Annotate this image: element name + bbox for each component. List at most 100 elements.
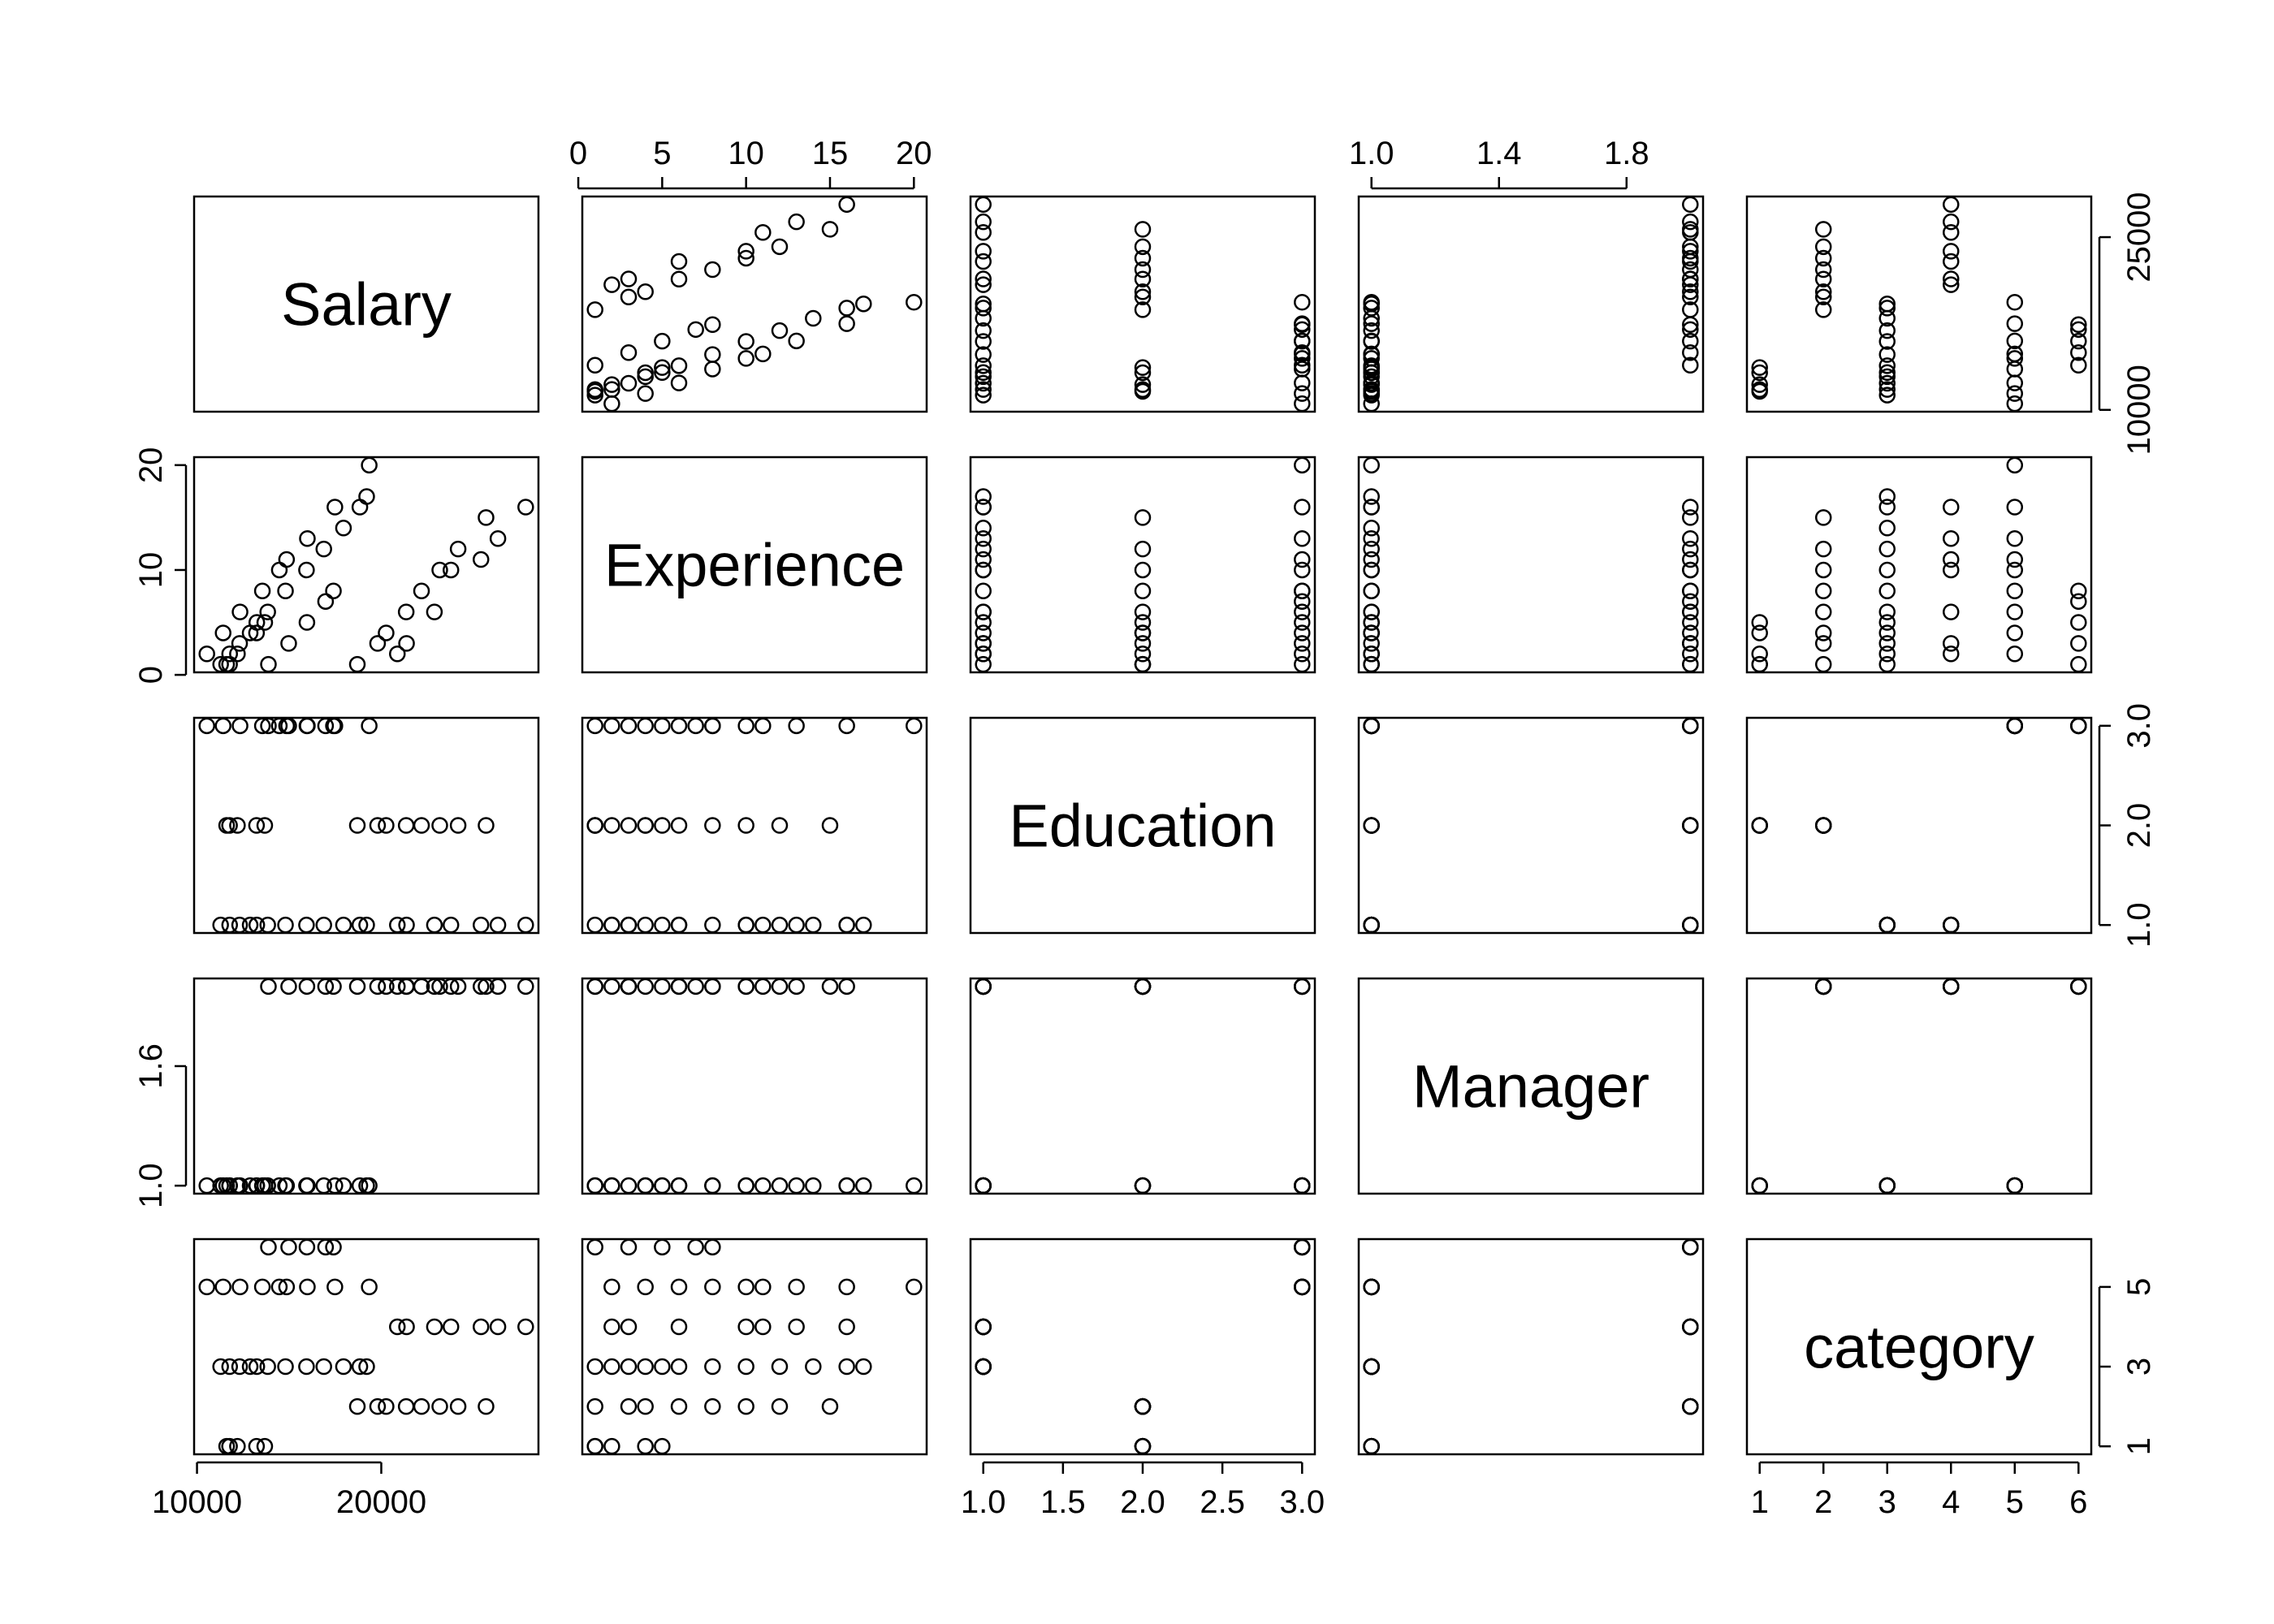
point [326, 499, 344, 516]
point [737, 1358, 754, 1376]
point [221, 1437, 238, 1455]
point [1682, 499, 1699, 516]
point [1814, 509, 1832, 526]
y-tick-label: 10 [133, 552, 169, 589]
point [351, 499, 369, 516]
point [670, 253, 688, 270]
point [620, 1397, 638, 1415]
point [259, 1177, 276, 1194]
point [586, 1358, 603, 1376]
point [221, 655, 238, 673]
point [788, 213, 805, 231]
point [2070, 582, 2087, 600]
point [1682, 509, 1699, 526]
point [620, 374, 638, 392]
variable-label: Education [1009, 793, 1276, 860]
point [299, 529, 316, 547]
point [1294, 385, 1311, 402]
point [670, 1278, 688, 1296]
x-tick-label: 5 [653, 136, 671, 171]
point [1134, 221, 1152, 238]
point [704, 817, 721, 834]
point [737, 978, 754, 996]
point [737, 350, 754, 367]
point [389, 916, 406, 934]
point [2006, 499, 2024, 516]
point [1878, 646, 1896, 663]
y-tick-label: 1 [2121, 1437, 2157, 1455]
point [1363, 717, 1380, 735]
point [1134, 1437, 1152, 1455]
point [586, 1397, 603, 1415]
point [603, 817, 620, 834]
point [586, 916, 603, 934]
point [1363, 614, 1380, 631]
point [253, 717, 271, 735]
panel-frame [1357, 716, 1705, 935]
y-tick-label: 3 [2121, 1358, 2157, 1376]
point [231, 635, 249, 652]
point [906, 293, 923, 311]
point [704, 316, 721, 334]
panel-frame [581, 716, 928, 935]
point [256, 817, 274, 834]
point [1682, 356, 1699, 374]
point [1878, 582, 1896, 600]
point [1682, 238, 1699, 256]
point [248, 817, 266, 834]
point [489, 529, 507, 547]
point [1682, 582, 1699, 600]
point [1134, 359, 1152, 376]
point [253, 582, 271, 600]
point [315, 1358, 332, 1376]
point [670, 817, 688, 834]
point [472, 916, 490, 934]
point [586, 717, 603, 735]
point [212, 916, 229, 934]
point [975, 488, 992, 505]
point [1363, 350, 1380, 367]
point [670, 717, 688, 735]
point [326, 1278, 344, 1296]
point [603, 1437, 620, 1455]
point [389, 978, 406, 996]
point [821, 978, 839, 996]
point [1363, 315, 1380, 332]
point [442, 1318, 460, 1336]
point [426, 603, 443, 620]
point [1682, 1397, 1699, 1415]
point [335, 916, 352, 934]
x-tick-label: 0 [569, 136, 587, 171]
point [654, 359, 671, 376]
point [1878, 333, 1896, 350]
point [754, 1278, 772, 1296]
point [975, 582, 992, 600]
point [1294, 635, 1311, 652]
panel-frame [192, 977, 540, 1195]
point [214, 624, 231, 641]
point [771, 1177, 789, 1194]
point [1878, 381, 1896, 398]
point [1134, 1397, 1152, 1415]
point [449, 978, 467, 996]
x-tick-label: 2.0 [1120, 1484, 1165, 1520]
y-tick-label: 10000 [2121, 365, 2157, 455]
point [413, 817, 430, 834]
point [1878, 357, 1896, 374]
point [704, 1397, 721, 1415]
point [737, 243, 754, 260]
point [270, 561, 288, 579]
point [2070, 717, 2087, 735]
point [654, 916, 671, 934]
point [517, 499, 534, 516]
point [1751, 381, 1768, 398]
variable-label: Salary [281, 271, 452, 339]
point [788, 1177, 805, 1194]
panel-frame [1357, 977, 1705, 1195]
point [221, 1177, 239, 1194]
point [620, 916, 638, 934]
point [248, 1358, 266, 1376]
point [637, 385, 654, 402]
point [737, 249, 754, 267]
point [654, 1358, 671, 1376]
